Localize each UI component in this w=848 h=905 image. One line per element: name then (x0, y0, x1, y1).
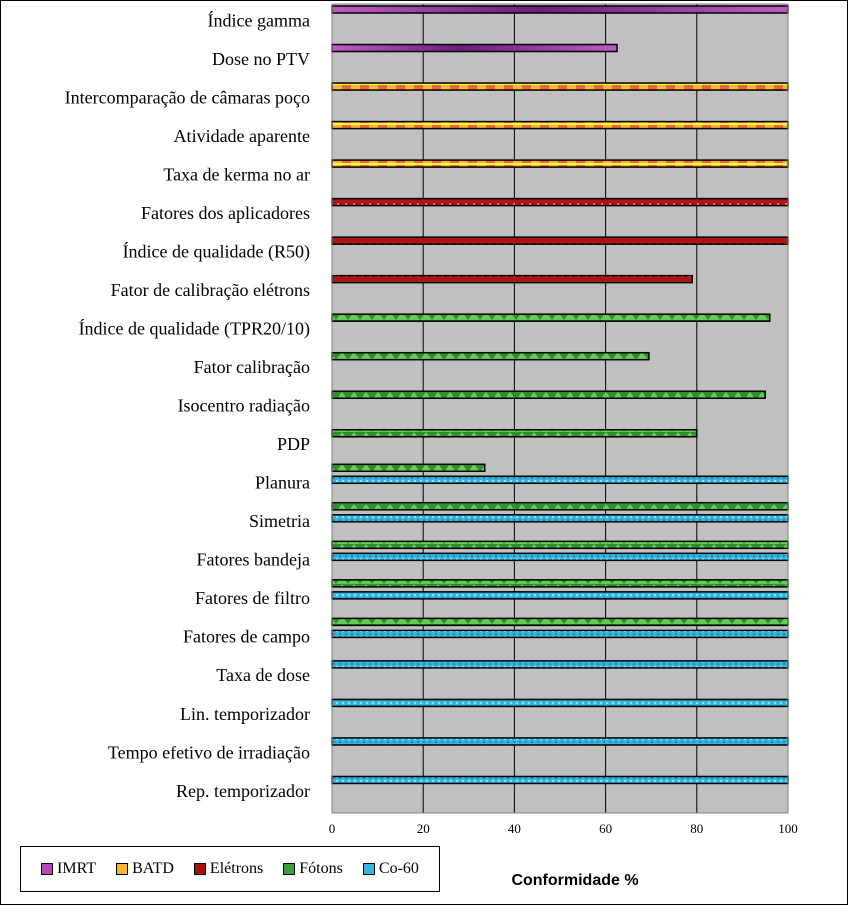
legend-swatch-fotons (283, 863, 296, 875)
legend-item-fotons: Fótons (283, 860, 343, 878)
bar-co60 (331, 775, 789, 785)
bar-co60 (331, 737, 789, 746)
legend-swatch-eletrons (193, 863, 206, 875)
legend-item-co60: Co-60 (362, 860, 419, 878)
bar-eletrons (331, 236, 789, 245)
legend-label-fotons: Fótons (299, 860, 343, 877)
legend-item-imrt: IMRT (41, 860, 96, 878)
bar-co60 (331, 698, 789, 708)
category-label: Taxa de dose (216, 665, 310, 685)
category-label: Taxa de kerma no ar (163, 164, 310, 184)
category-labels: Índice gamma Dose no PTV Intercomparação d… (65, 9, 310, 800)
category-label: Índice de qualidade (TPR20/10) (79, 318, 310, 340)
legend-label-eletrons: Elétrons (209, 860, 264, 877)
bar-eletrons (331, 274, 693, 284)
bar-batd (331, 120, 789, 130)
x-tick-label: 40 (508, 821, 521, 836)
legend-swatch-co60 (362, 863, 375, 875)
bar-co60 (331, 591, 789, 600)
category-label: Índice gamma (208, 9, 310, 30)
bar-fotons (331, 617, 789, 627)
bars (331, 5, 789, 785)
bar-co60 (331, 552, 789, 562)
legend-item-eletrons: Elétrons (193, 860, 264, 878)
gridlines (422, 4, 698, 813)
category-label: Intercomparação de câmaras poço (65, 87, 310, 107)
bar-imrt (331, 5, 789, 14)
bar-fotons (331, 579, 789, 588)
category-label: Tempo efetivo de irradiação (108, 742, 310, 762)
x-tick-label: 80 (690, 821, 703, 836)
bar-fotons (331, 390, 766, 399)
legend-label-imrt: IMRT (57, 860, 97, 877)
bar-co60 (331, 629, 789, 639)
bar-co60 (331, 475, 789, 485)
category-label: PDP (277, 434, 310, 454)
x-tick-label: 100 (778, 821, 798, 836)
category-label: Isocentro radiação (178, 396, 310, 416)
x-tick-label: 20 (417, 821, 430, 836)
x-tick-labels: 0 20 40 60 80 100 (329, 821, 798, 836)
category-label: Fator de calibração elétrons (111, 280, 310, 300)
bar-fotons (331, 351, 650, 361)
legend-label-co60: Co-60 (378, 860, 419, 877)
bar-fotons (331, 313, 771, 322)
legend-item-batd: BATD (116, 860, 174, 878)
x-axis-label: Conformidade % (511, 872, 639, 889)
bar-fotons (331, 502, 789, 511)
bar-co60 (331, 514, 789, 523)
bar-imrt (331, 43, 618, 53)
category-label: Rep. temporizador (176, 781, 310, 801)
category-label: Planura (255, 473, 310, 493)
category-label: Simetria (249, 511, 310, 531)
category-label: Fator calibração (194, 357, 310, 377)
category-label: Fatores bandeja (197, 550, 310, 570)
plot-border (331, 3, 789, 814)
plot-area (332, 4, 788, 813)
legend-swatch-imrt (41, 863, 54, 875)
legend: IMRT BATD Elétrons Fótons Co-60 (20, 846, 440, 892)
bar-fotons (331, 463, 486, 473)
bar-fotons (331, 429, 698, 438)
x-tick-label: 60 (599, 821, 612, 836)
category-label: Fatores dos aplicadores (141, 203, 310, 223)
bar-co60 (331, 660, 789, 669)
legend-label-batd: BATD (132, 860, 174, 877)
bar-eletrons (331, 197, 789, 207)
category-label: Lin. temporizador (180, 704, 310, 724)
category-label: Índice de qualidade (R50) (123, 240, 310, 262)
category-label: Fatores de campo (183, 627, 310, 647)
category-label: Dose no PTV (212, 49, 310, 69)
bar-batd (331, 82, 789, 91)
legend-swatch-batd (116, 863, 129, 875)
category-label: Atividade aparente (174, 126, 310, 146)
bar-fotons (331, 540, 789, 550)
category-label: Fatores de filtro (195, 588, 310, 608)
x-tick-label: 0 (329, 821, 336, 836)
bar-batd (331, 159, 789, 168)
